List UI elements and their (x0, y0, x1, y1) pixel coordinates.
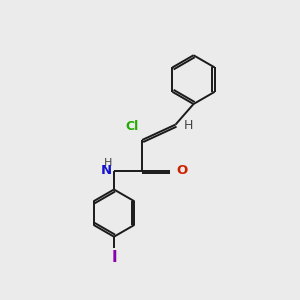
Text: O: O (176, 164, 187, 177)
Text: N: N (101, 164, 112, 177)
Text: Cl: Cl (126, 120, 139, 133)
Text: H: H (184, 119, 193, 132)
Text: I: I (111, 250, 117, 265)
Text: H: H (103, 158, 112, 168)
